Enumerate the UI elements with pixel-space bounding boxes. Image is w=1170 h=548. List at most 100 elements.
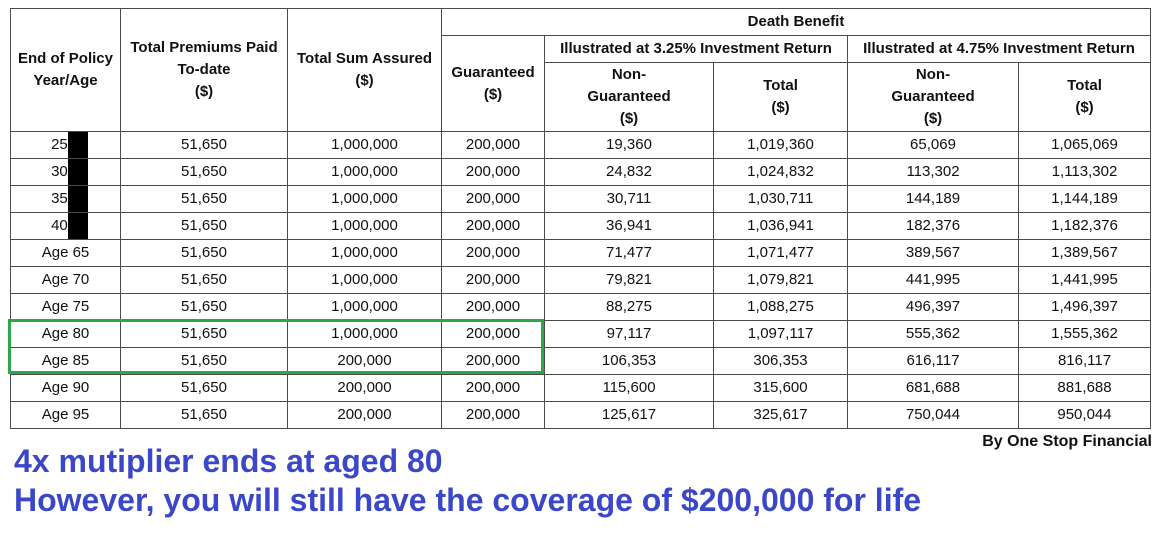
- table-cell: 200,000: [287, 347, 442, 375]
- table-cell: 1,000,000: [287, 212, 442, 240]
- table-cell: 200,000: [441, 239, 545, 267]
- policy-year-label: 40/: [51, 217, 72, 234]
- table-cell: 51,650: [120, 266, 288, 294]
- table-row: 35/51,650 1,000,000 200,000 30,711 1,030,711…: [10, 185, 1151, 213]
- table-cell: 51,650: [120, 347, 288, 375]
- table-cell: 1,019,360: [713, 131, 848, 159]
- table-cell: 144,189: [847, 185, 1019, 213]
- table-cell: Age 65: [10, 239, 121, 267]
- table-cell: 51,650: [120, 401, 288, 429]
- table-cell: 51,650: [120, 185, 288, 213]
- policy-year-label: 25/: [51, 136, 72, 153]
- table-cell: 441,995: [847, 266, 1019, 294]
- header-non-guaranteed-low: Non- Guaranteed ($): [544, 62, 714, 132]
- table-cell: 1,088,275: [713, 293, 848, 321]
- table-cell: 681,688: [847, 374, 1019, 402]
- table-cell: Age 75: [10, 293, 121, 321]
- table-cell: 25/: [10, 131, 121, 159]
- table-cell: 1,000,000: [287, 131, 442, 159]
- table-body: 25/51,650 1,000,000 200,000 19,360 1,019,360…: [10, 131, 1151, 429]
- table-cell: 1,071,477: [713, 239, 848, 267]
- table-cell: 35/: [10, 185, 121, 213]
- header-illustrated-4-75: Illustrated at 4.75% Investment Return: [847, 35, 1151, 63]
- note-line-2: However, you will still have the coverag…: [14, 482, 922, 518]
- table-cell: 1,182,376: [1018, 212, 1151, 240]
- table-row: Age 90 51,650 200,000 200,000 115,600 315,600…: [10, 374, 1151, 402]
- table-cell: 19,360: [544, 131, 714, 159]
- table-cell: 315,600: [713, 374, 848, 402]
- table-cell: 106,353: [544, 347, 714, 375]
- table-cell: 79,821: [544, 266, 714, 294]
- table-cell: 182,376: [847, 212, 1019, 240]
- table-cell: 88,275: [544, 293, 714, 321]
- table-cell: 125,617: [544, 401, 714, 429]
- table-cell: 1,065,069: [1018, 131, 1151, 159]
- table-cell: 555,362: [847, 320, 1019, 348]
- table-cell: 65,069: [847, 131, 1019, 159]
- table-cell: 1,496,397: [1018, 293, 1151, 321]
- table-cell: 1,024,832: [713, 158, 848, 186]
- table-cell: 51,650: [120, 374, 288, 402]
- header-non-guaranteed-high: Non- Guaranteed ($): [847, 62, 1019, 132]
- table-cell: 24,832: [544, 158, 714, 186]
- table-cell: 1,113,302: [1018, 158, 1151, 186]
- table-cell: 51,650: [120, 320, 288, 348]
- table-row: Age 95 51,650 200,000 200,000 125,617 325,617…: [10, 401, 1151, 429]
- note-line-1: 4x mutiplier ends at aged 80: [14, 443, 443, 479]
- table-cell: 1,097,117: [713, 320, 848, 348]
- table-cell: 200,000: [287, 374, 442, 402]
- table-cell: 200,000: [441, 185, 545, 213]
- table-cell: 1,000,000: [287, 239, 442, 267]
- table-cell: 200,000: [441, 293, 545, 321]
- table-cell: 950,044: [1018, 401, 1151, 429]
- benefit-illustration-table: End of Policy Year/Age Total Premiums Pa…: [10, 8, 1151, 429]
- header-total-sum-assured: Total Sum Assured ($): [287, 8, 442, 132]
- table-row: 40/51,650 1,000,000 200,000 36,941 1,036,941…: [10, 212, 1151, 240]
- table-cell: 36,941: [544, 212, 714, 240]
- table-row: Age 85 51,650 200,000 200,000 106,353 306,353…: [10, 347, 1151, 375]
- table-cell: 200,000: [287, 401, 442, 429]
- table-cell: 1,030,711: [713, 185, 848, 213]
- table-cell: 30,711: [544, 185, 714, 213]
- table-cell: 115,600: [544, 374, 714, 402]
- credit-text: By One Stop Financial: [982, 433, 1152, 450]
- table-cell: 113,302: [847, 158, 1019, 186]
- table-cell: 71,477: [544, 239, 714, 267]
- header-policy-year: End of Policy Year/Age: [10, 8, 121, 132]
- redaction-bar: [68, 213, 88, 239]
- table-cell: 750,044: [847, 401, 1019, 429]
- table-cell: 200,000: [441, 131, 545, 159]
- table-cell: 389,567: [847, 239, 1019, 267]
- table-cell: Age 90: [10, 374, 121, 402]
- table-cell: 97,117: [544, 320, 714, 348]
- table-cell: 200,000: [441, 266, 545, 294]
- table-cell: 1,036,941: [713, 212, 848, 240]
- table-row: Age 80 51,650 1,000,000 200,000 97,117 1,097,…: [10, 320, 1151, 348]
- table-row: Age 75 51,650 1,000,000 200,000 88,275 1,088,…: [10, 293, 1151, 321]
- table-cell: 1,441,995: [1018, 266, 1151, 294]
- table-cell: 200,000: [441, 347, 545, 375]
- table-row: Age 65 51,650 1,000,000 200,000 71,477 1,071,…: [10, 239, 1151, 267]
- table-cell: 40/: [10, 212, 121, 240]
- table-cell: 200,000: [441, 374, 545, 402]
- table-cell: 200,000: [441, 212, 545, 240]
- table-cell: 1,000,000: [287, 185, 442, 213]
- table-cell: 1,389,567: [1018, 239, 1151, 267]
- table-cell: 51,650: [120, 131, 288, 159]
- table-cell: 1,000,000: [287, 320, 442, 348]
- table-cell: 496,397: [847, 293, 1019, 321]
- policy-year-label: 30/: [51, 163, 72, 180]
- table-cell: 616,117: [847, 347, 1019, 375]
- table-cell: 1,000,000: [287, 293, 442, 321]
- table-cell: Age 70: [10, 266, 121, 294]
- table-cell: Age 95: [10, 401, 121, 429]
- table-cell: 51,650: [120, 158, 288, 186]
- table-row: 25/51,650 1,000,000 200,000 19,360 1,019,360…: [10, 131, 1151, 159]
- table-cell: Age 85: [10, 347, 121, 375]
- table-cell: 881,688: [1018, 374, 1151, 402]
- table-cell: Age 80: [10, 320, 121, 348]
- table-cell: 51,650: [120, 239, 288, 267]
- table-cell: 1,144,189: [1018, 185, 1151, 213]
- header-guaranteed: Guaranteed ($): [441, 35, 545, 132]
- redaction-bar: [68, 186, 88, 212]
